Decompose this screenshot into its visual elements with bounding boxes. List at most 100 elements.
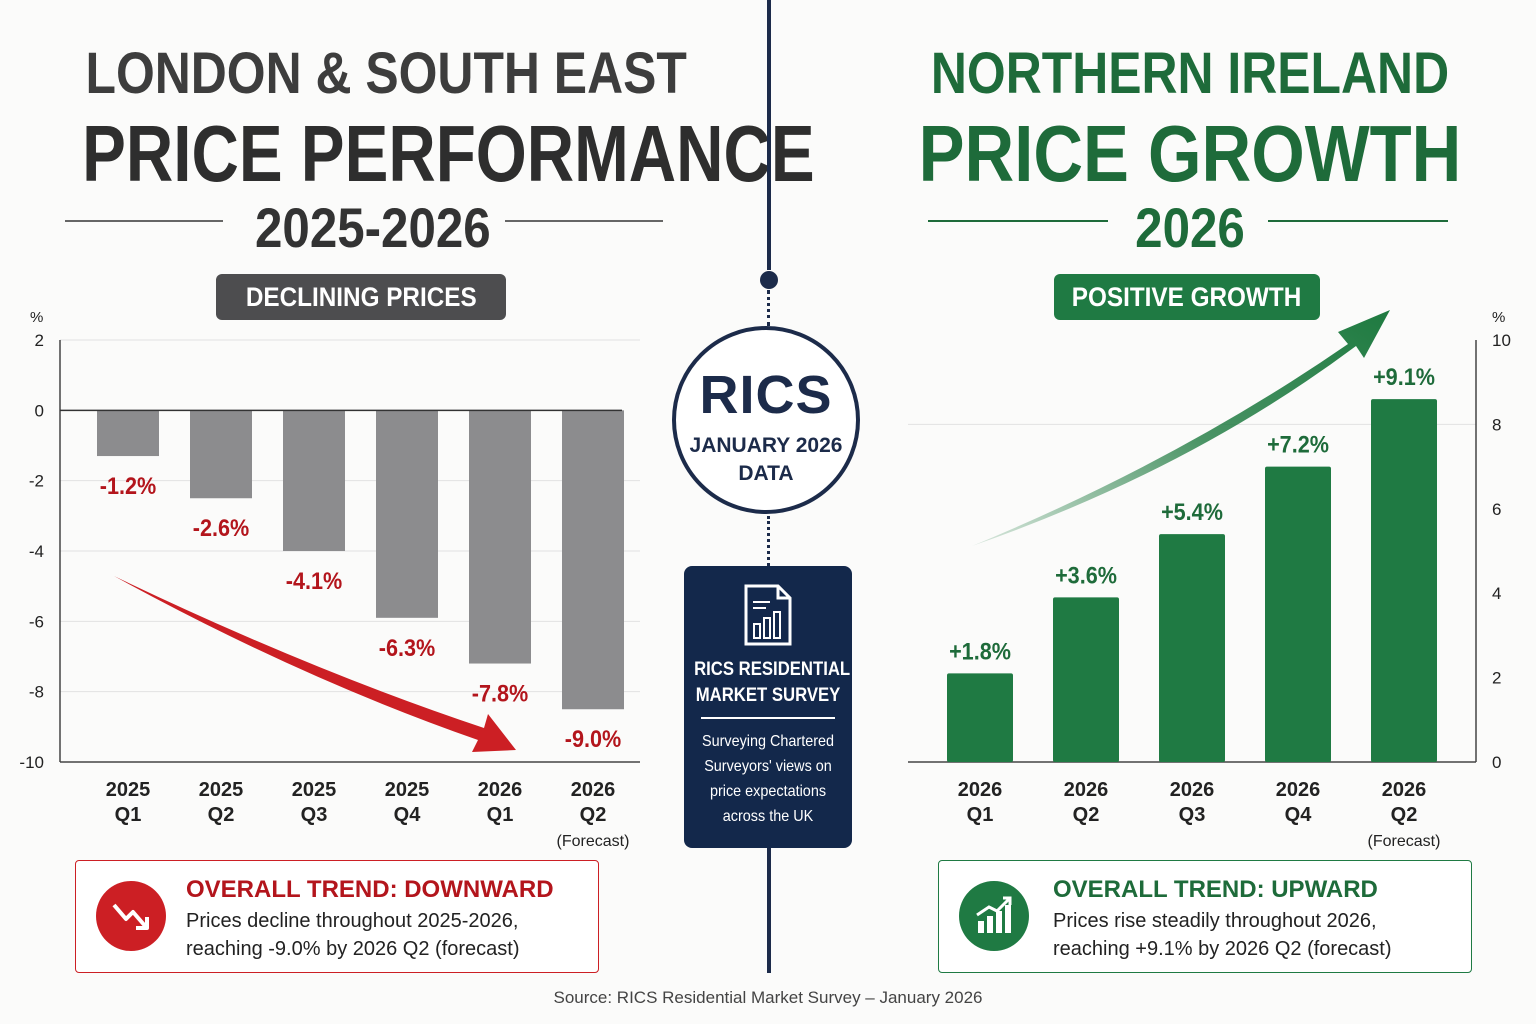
left-y-tick-label: -6 [29,612,44,631]
left-x-tick-label: 2025 [292,779,337,801]
right-y-tick-label: 4 [1492,584,1501,603]
right-x-tick-label: Q4 [1285,804,1313,826]
left-bar-chart: % 2 0 -2 -4 -6 -8 -10 -1.2% 2025 Q1 -2.6% 2025 Q2 -4.1… [19,309,640,850]
left-trend-box: OVERALL TREND: DOWNWARD Prices decline t… [75,860,599,973]
right-bar [947,673,1013,762]
left-y-tick-label: -10 [19,753,44,772]
left-x-tick-label: 2025 [199,779,244,801]
left-badge: DECLINING PRICES [216,274,506,320]
rics-logo: RICS [699,365,833,425]
right-bar-chart: % 10 8 6 4 2 0 +1.8% 2026 Q1 +3.6% 2026 Q2 +5.4% 2026 Q… [908,309,1511,850]
right-trend-box: OVERALL TREND: UPWARD Prices rise steadi… [938,860,1472,973]
right-x-tick-label: 2026 [1276,779,1321,801]
right-y-tick-label: 10 [1492,331,1511,350]
right-x-tick-label: 2026 [1064,779,1109,801]
survey-divider [701,717,835,719]
left-bar [190,410,252,499]
left-bar [376,410,438,618]
survey-desc-line2: Surveyors' views on [704,758,832,775]
right-data-label: +5.4% [1161,498,1223,525]
left-x-tick-label: 2025 [106,779,151,801]
right-data-label: +3.6% [1055,561,1117,588]
rics-date-line1: JANUARY 2026 [689,434,843,457]
right-trend-arrow [972,310,1390,546]
left-data-label: -4.1% [286,567,342,594]
survey-desc-line1: Surveying Chartered [701,733,835,750]
left-x-tick-label: Q2 [580,804,607,826]
right-trend-title: OVERALL TREND: UPWARD [1053,876,1378,903]
left-data-label: -1.2% [100,472,156,499]
right-badge-label: POSITIVE GROWTH [1072,282,1302,312]
survey-title-line2: MARKET SURVEY [695,685,841,706]
right-bar [1265,466,1331,762]
right-data-label: +7.2% [1267,431,1329,458]
right-x-tick-label: 2026 [1170,779,1215,801]
left-bar [562,410,624,710]
left-x-tick-label: Q1 [115,804,142,826]
left-y-tick-label: -2 [29,472,44,491]
right-y-tick-label: 2 [1492,669,1501,688]
left-x-tick-label: Q2 [208,804,235,826]
left-y-tick-label: -4 [29,542,44,561]
right-trend-text-line1: Prices rise steadily throughout 2026, [1053,910,1377,932]
right-x-tick-label: Q3 [1179,804,1206,826]
right-data-label: +9.1% [1373,363,1435,390]
left-badge-label: DECLINING PRICES [245,282,477,312]
right-x-tick-label: 2026 [1382,779,1427,801]
trending-down-icon [96,881,166,951]
survey-title-line1: RICS RESIDENTIAL [694,659,851,680]
left-y-tick-label: 0 [35,401,44,420]
center-divider-dotted-2 [767,516,770,566]
survey-desc-line4: across the UK [722,808,814,825]
rics-date-line2: DATA [738,462,794,485]
center-divider-bottom [767,848,771,973]
right-y-unit-label: % [1492,309,1505,326]
left-bar [97,410,159,457]
left-x-tick-label: Q1 [487,804,514,826]
left-x-tick-label: Q4 [394,804,422,826]
right-x-tick-label: 2026 [958,779,1003,801]
left-trend-arrow [114,576,516,752]
left-x-tick-label: (Forecast) [557,833,630,850]
right-title-line3: 2026 [1135,196,1245,259]
left-x-tick-label: Q3 [301,804,328,826]
left-y-tick-label: -8 [29,683,44,702]
right-title-line1: NORTHERN IRELAND [930,41,1450,106]
left-title-line3: 2025-2026 [255,196,491,259]
left-data-label: -6.3% [379,634,435,661]
right-x-tick-label: Q2 [1391,804,1418,826]
right-badge: POSITIVE GROWTH [1054,274,1320,320]
right-title-rule-left [928,220,1108,222]
left-data-label: -9.0% [565,725,621,752]
left-y-unit-label: % [30,309,43,326]
center-divider-top [767,0,771,270]
left-bar [469,410,531,664]
right-y-tick-label: 8 [1492,415,1501,434]
rics-logo-circle: RICS JANUARY 2026 DATA [672,326,860,514]
center-divider-dot [760,271,778,289]
trending-up-chart-icon [959,881,1029,951]
left-trend-text-line2: reaching -9.0% by 2026 Q2 (forecast) [186,938,520,960]
left-data-label: -2.6% [193,514,249,541]
right-x-tick-label: (Forecast) [1368,833,1441,850]
right-x-tick-label: Q2 [1073,804,1100,826]
source-caption: Source: RICS Residential Market Survey –… [553,988,983,1007]
left-x-tick-label: 2026 [478,779,523,801]
left-data-label: -7.8% [472,679,528,706]
right-title-rule-right [1268,220,1448,222]
survey-info-box: RICS RESIDENTIAL MARKET SURVEY Surveying… [684,566,852,848]
left-title-rule-left [65,220,223,222]
left-x-tick-label: 2026 [571,779,616,801]
left-trend-text-line1: Prices decline throughout 2025-2026, [186,910,519,932]
right-y-tick-label: 0 [1492,753,1501,772]
left-x-tick-label: 2025 [385,779,430,801]
right-trend-text-line2: reaching +9.1% by 2026 Q2 (forecast) [1053,938,1392,960]
right-title-line2: PRICE GROWTH [918,109,1462,198]
right-bar [1159,534,1225,762]
left-trend-title: OVERALL TREND: DOWNWARD [186,876,554,903]
right-bar [1371,399,1437,762]
left-title-line1: LONDON & SOUTH EAST [85,41,687,106]
right-data-label: +1.8% [949,637,1011,664]
center-divider-dotted-1 [767,290,770,326]
left-title-line2: PRICE PERFORMANCE [82,109,815,198]
